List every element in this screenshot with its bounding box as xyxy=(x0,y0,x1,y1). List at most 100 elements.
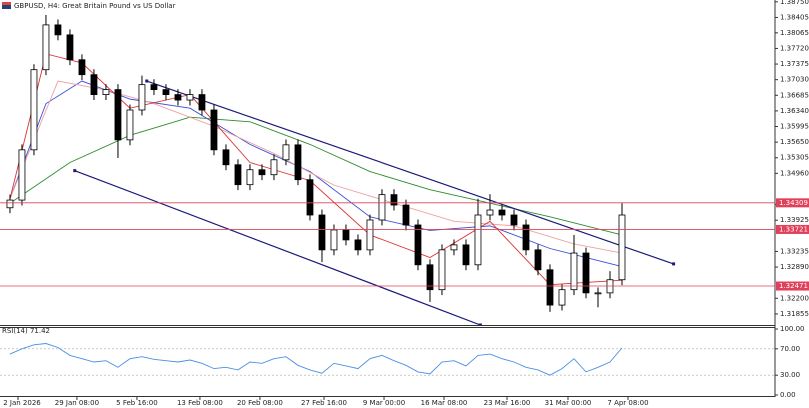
x-tick-label: 31 Mar 00:00 xyxy=(545,399,592,407)
candle-body xyxy=(522,224,530,251)
x-tick-label: 23 Mar 16:00 xyxy=(484,399,531,407)
y-tick-label: 1.32200 xyxy=(780,294,809,302)
candle-body xyxy=(378,194,386,221)
trendline-anchor xyxy=(478,323,482,325)
candle-body xyxy=(126,109,134,141)
trendline-anchor xyxy=(145,79,149,83)
candle-body xyxy=(354,239,362,251)
candle-body xyxy=(6,199,14,209)
candle-body xyxy=(102,89,110,96)
candle-body xyxy=(270,159,278,176)
x-tick-label: 9 Mar 00:00 xyxy=(363,399,405,407)
y-tick-label: 1.37375 xyxy=(780,60,809,68)
candle-body xyxy=(30,69,38,151)
candle-body xyxy=(114,89,122,141)
y-tick-label: 1.38065 xyxy=(780,29,809,37)
rsi-line xyxy=(9,343,623,376)
trendline xyxy=(146,80,674,265)
x-tick-label: 27 Feb 16:00 xyxy=(301,399,347,407)
x-tick-label: 16 Mar 08:00 xyxy=(421,399,468,407)
candle-body xyxy=(294,144,302,181)
candle-body xyxy=(18,149,26,201)
candle-body xyxy=(546,269,554,306)
y-tick-label: 1.34960 xyxy=(780,169,809,177)
candle-body xyxy=(402,204,410,226)
candle-body xyxy=(582,252,590,294)
rsi-tick-label: 0.00 xyxy=(780,391,796,399)
x-tick-label: 29 Jan 08:00 xyxy=(55,399,99,407)
rsi-tick-label: 30.00 xyxy=(780,371,800,379)
candle-body xyxy=(462,244,470,266)
candle-body xyxy=(558,289,566,306)
rsi-tick-label: 100.00 xyxy=(780,325,805,333)
candle-body xyxy=(510,214,518,226)
candle-body xyxy=(246,169,254,186)
level-label: 1.34309 xyxy=(779,199,808,207)
y-tick-label: 1.33925 xyxy=(780,216,809,224)
candle-body xyxy=(330,229,338,251)
moving-average xyxy=(9,116,623,236)
candle-body xyxy=(198,94,206,111)
y-tick-label: 1.33235 xyxy=(780,247,809,255)
candle-body xyxy=(426,264,434,291)
y-tick-label: 1.31855 xyxy=(780,310,809,318)
plot-area xyxy=(6,14,676,325)
level-label-bg xyxy=(776,281,809,291)
candle-body xyxy=(618,214,626,281)
candle-body xyxy=(222,149,230,166)
rsi-tick-label: 70.00 xyxy=(780,345,800,353)
candle-body xyxy=(162,89,170,96)
candle-body xyxy=(90,74,98,96)
flag-icon-band xyxy=(2,5,11,9)
level-label: 1.32471 xyxy=(779,282,808,290)
candle-body xyxy=(174,94,182,101)
x-tick-label: 2 Jan 2026 xyxy=(3,399,41,407)
candle-body xyxy=(78,59,86,76)
level-label-bg xyxy=(776,198,809,208)
x-tick-label: 13 Feb 08:00 xyxy=(177,399,223,407)
x-tick-label: 7 Apr 08:00 xyxy=(607,399,648,407)
candle-body xyxy=(342,229,350,241)
y-tick-label: 1.38405 xyxy=(780,13,809,21)
candle-body xyxy=(234,164,242,186)
candle-body xyxy=(54,24,62,36)
candle-body xyxy=(306,179,314,216)
y-tick-label: 1.35650 xyxy=(780,138,809,146)
candle-body xyxy=(66,34,74,61)
candle-body xyxy=(534,249,542,271)
candle-body xyxy=(486,209,494,216)
x-tick-label: 5 Feb 16:00 xyxy=(116,399,157,407)
candle-body xyxy=(138,84,146,111)
candle-body xyxy=(318,214,326,251)
candle-body xyxy=(438,249,446,291)
y-tick-label: 1.37720 xyxy=(780,44,809,52)
candle-body xyxy=(450,244,458,251)
candle-body xyxy=(282,144,290,161)
trendline xyxy=(74,170,481,325)
candle-body xyxy=(186,94,194,101)
y-tick-label: 1.32890 xyxy=(780,263,809,271)
rsi-title: RSI(14) 71.42 xyxy=(2,327,50,335)
candle-body xyxy=(42,24,50,71)
level-label: 1.33721 xyxy=(779,225,808,233)
candle-body xyxy=(390,194,398,206)
candle-body xyxy=(366,219,374,251)
level-label-bg xyxy=(776,224,809,234)
candle-body xyxy=(498,209,506,216)
candle-body xyxy=(258,169,266,176)
y-tick-label: 1.37030 xyxy=(780,76,809,84)
chart-title: GBPUSD, H4: Great Britain Pound vs US Do… xyxy=(14,2,176,10)
y-tick-label: 1.38750 xyxy=(780,0,809,6)
candle-body xyxy=(150,84,158,91)
moving-average xyxy=(9,53,623,286)
y-tick-label: 1.36340 xyxy=(780,107,809,115)
candle-body xyxy=(570,252,578,291)
trendline-anchor xyxy=(672,262,676,266)
candle-body xyxy=(210,109,218,151)
y-tick-label: 1.35305 xyxy=(780,154,809,162)
candle-body xyxy=(414,224,422,266)
y-tick-label: 1.36685 xyxy=(780,91,809,99)
candle-body xyxy=(474,214,482,266)
